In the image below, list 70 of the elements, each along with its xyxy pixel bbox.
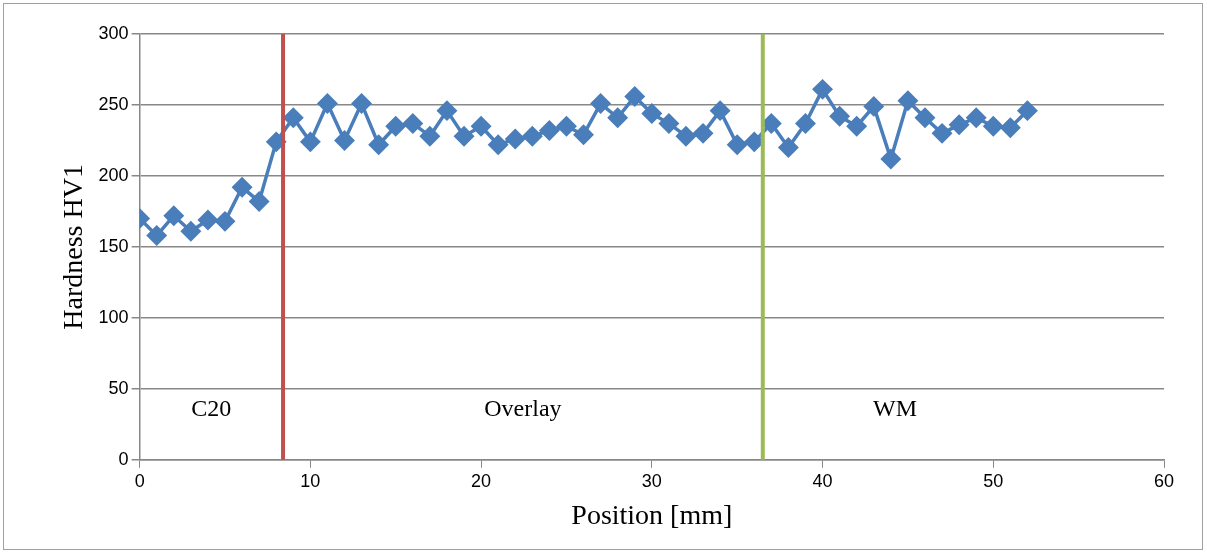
point xyxy=(198,210,218,230)
point xyxy=(966,107,986,128)
point xyxy=(505,129,525,149)
point xyxy=(590,93,611,114)
point xyxy=(488,134,508,155)
point xyxy=(1000,117,1021,138)
point xyxy=(795,113,816,134)
point xyxy=(181,221,201,242)
y-axis-title: Hardness HV1 xyxy=(57,164,89,330)
x-tick-label: 20 xyxy=(471,470,492,491)
point xyxy=(437,100,457,121)
point xyxy=(864,96,884,117)
x-tick-label: 0 xyxy=(134,470,145,491)
point xyxy=(266,132,286,152)
y-tick-label: 250 xyxy=(98,93,129,114)
y-tick-label: 0 xyxy=(118,448,129,469)
annotation: Overlay xyxy=(484,395,562,422)
point xyxy=(710,100,730,121)
x-tick-label: 40 xyxy=(812,470,833,491)
point xyxy=(607,107,628,128)
point xyxy=(983,116,1004,137)
point xyxy=(642,103,662,124)
point xyxy=(232,177,252,198)
y-tick-label: 150 xyxy=(98,235,129,256)
x-tick-label: 50 xyxy=(983,470,1004,491)
point xyxy=(146,225,167,246)
point xyxy=(385,116,406,137)
point xyxy=(812,79,833,100)
point xyxy=(949,115,969,135)
annotation: C20 xyxy=(191,395,232,422)
x-axis-title: Position [mm] xyxy=(571,498,733,530)
point xyxy=(829,106,850,127)
point xyxy=(368,134,389,155)
x-tick-label: 10 xyxy=(300,470,321,491)
y-tick-label: 300 xyxy=(98,22,129,43)
point xyxy=(471,116,491,137)
point xyxy=(624,86,645,107)
point xyxy=(249,191,269,212)
point xyxy=(693,123,713,144)
annotation: WM xyxy=(873,395,918,422)
point xyxy=(744,132,764,152)
y-tick-label: 100 xyxy=(98,306,129,327)
point xyxy=(727,134,747,155)
point xyxy=(300,132,321,152)
point xyxy=(215,211,235,232)
x-tick-label: 60 xyxy=(1153,470,1175,491)
point xyxy=(846,116,867,137)
point xyxy=(1017,100,1038,121)
point xyxy=(317,93,338,114)
point xyxy=(403,113,423,134)
point xyxy=(164,205,184,226)
y-tick-label: 200 xyxy=(98,164,129,185)
point xyxy=(659,113,679,134)
point xyxy=(778,137,799,158)
point xyxy=(420,126,440,146)
point xyxy=(573,125,594,145)
point xyxy=(334,130,355,151)
point xyxy=(539,120,560,141)
point xyxy=(932,123,952,144)
point xyxy=(556,116,577,137)
x-tick-label: 30 xyxy=(641,470,662,491)
point xyxy=(881,149,901,169)
point xyxy=(454,126,474,146)
point xyxy=(898,90,918,111)
point xyxy=(351,93,372,114)
point xyxy=(676,126,696,146)
point xyxy=(522,126,543,146)
point xyxy=(283,107,304,128)
point xyxy=(915,107,935,128)
y-tick-label: 50 xyxy=(108,377,129,398)
